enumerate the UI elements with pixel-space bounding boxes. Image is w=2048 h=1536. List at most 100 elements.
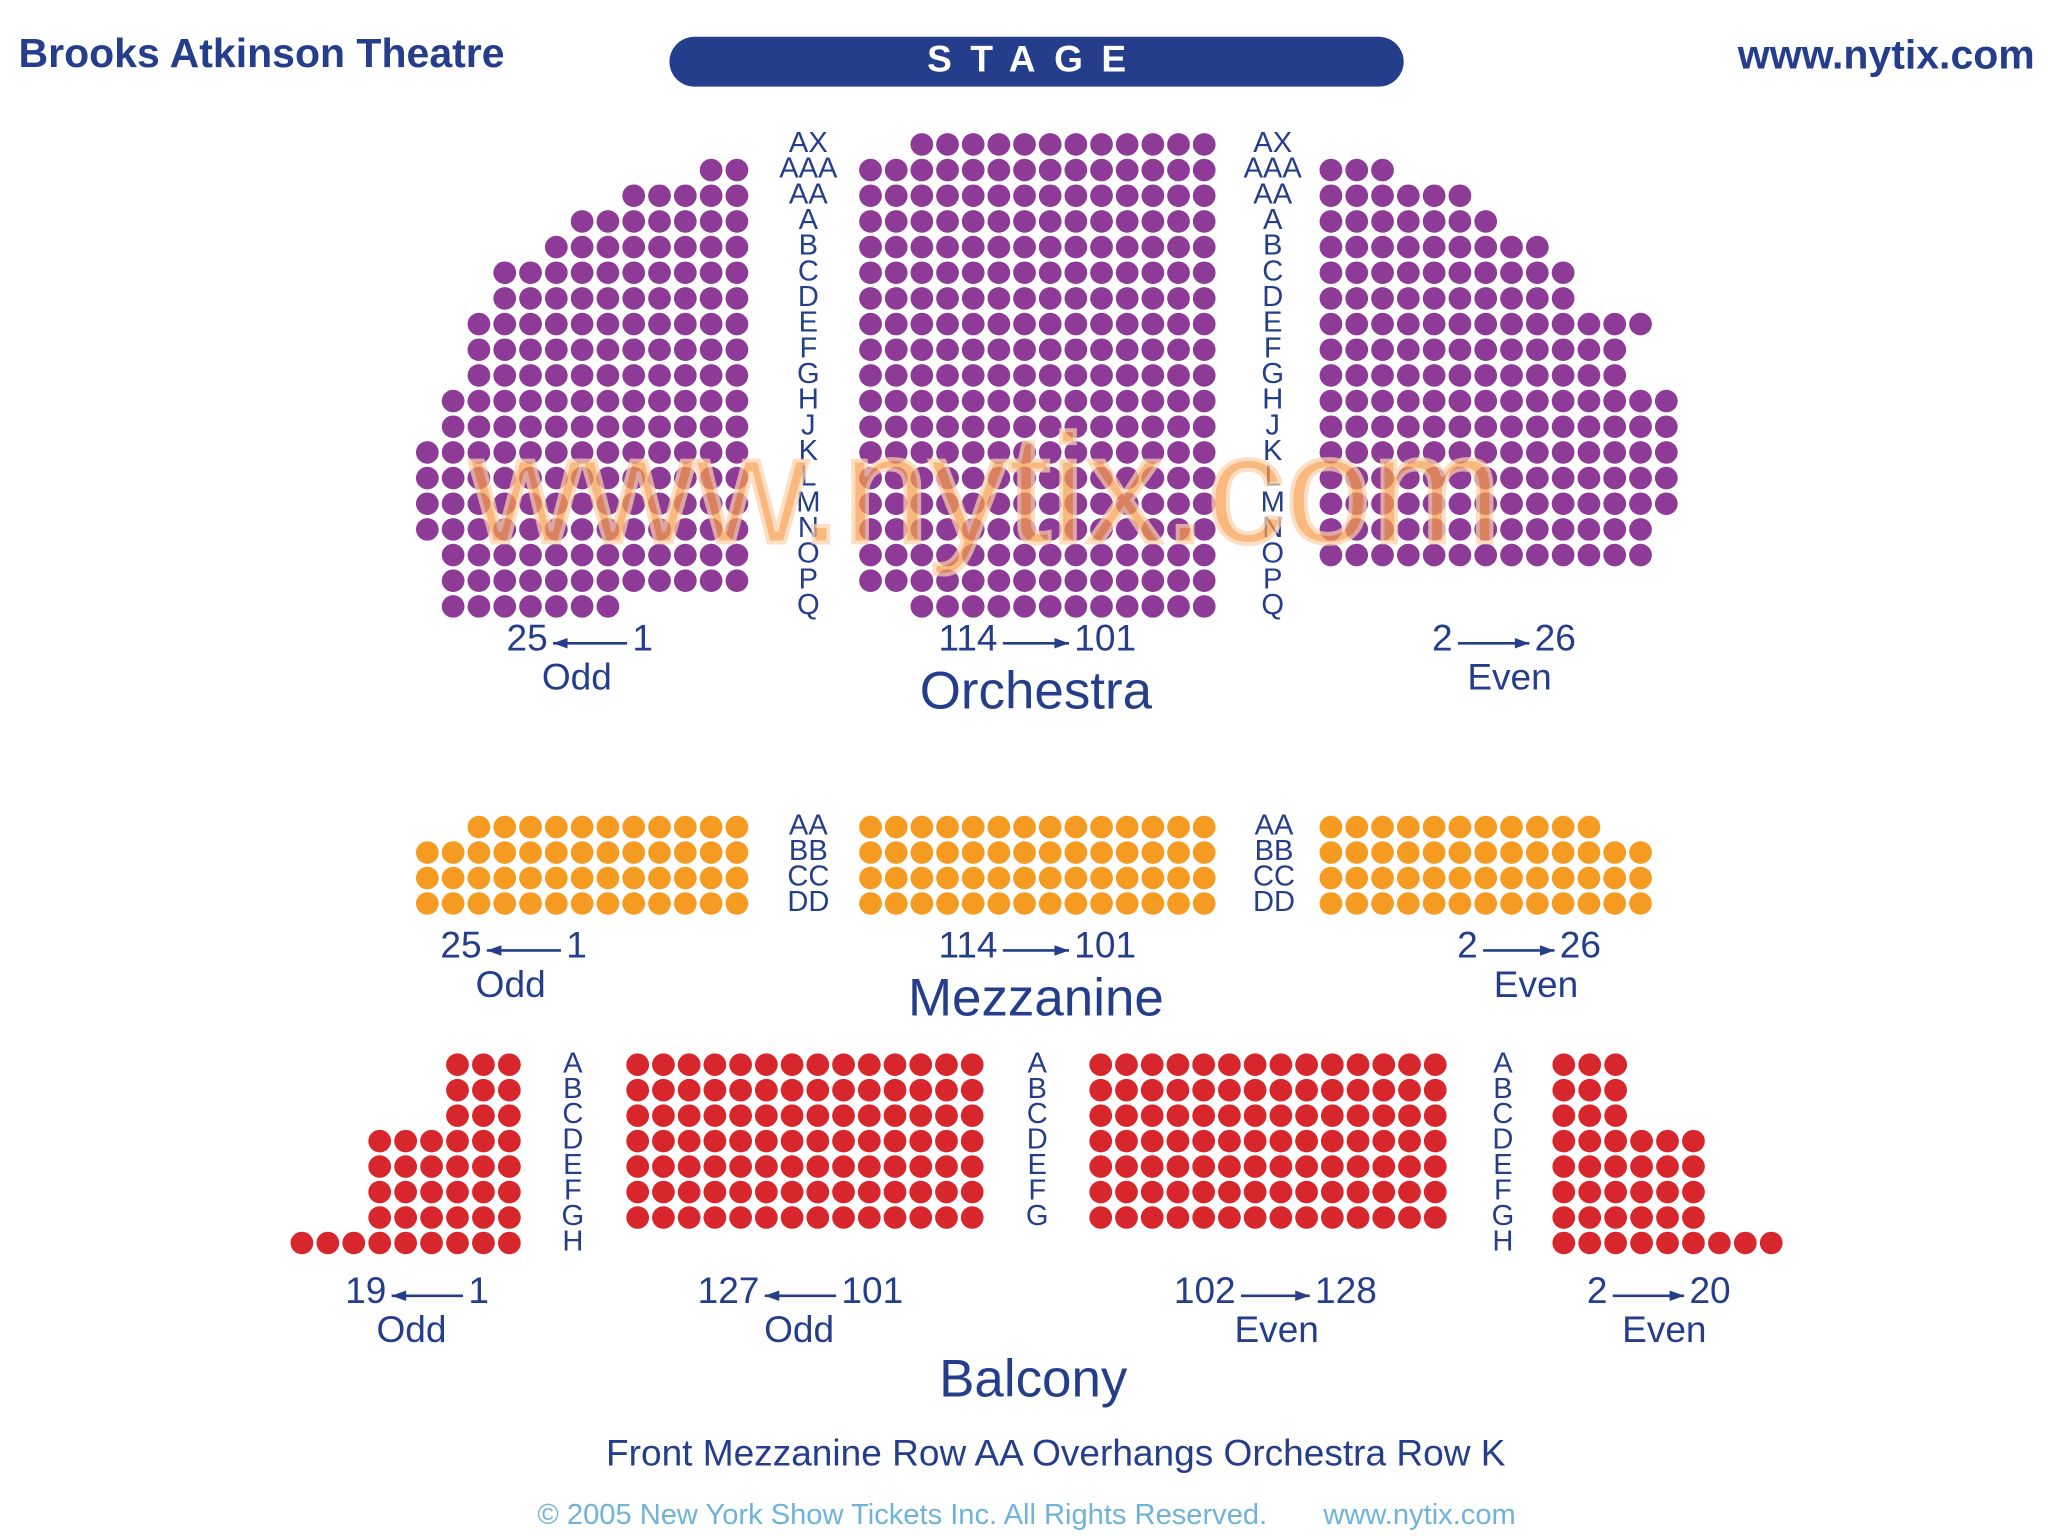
seat: [859, 415, 882, 439]
row-label: CC: [787, 861, 829, 893]
seat: [1525, 815, 1549, 839]
seat: [1656, 1206, 1679, 1229]
seat: [910, 184, 934, 208]
seat: [1013, 518, 1036, 541]
seat: [626, 1180, 650, 1204]
seat: [648, 261, 671, 285]
seat: [622, 492, 646, 516]
seat: [1552, 1180, 1576, 1204]
seat: [703, 1180, 727, 1204]
seat: [519, 892, 542, 915]
seat: [1115, 235, 1139, 259]
seat: [1448, 184, 1472, 208]
seat: [1192, 158, 1216, 182]
seat: [961, 841, 985, 864]
seat: [1371, 492, 1394, 516]
row-label: K: [1263, 435, 1282, 467]
seat: [1372, 1129, 1396, 1153]
seat: [673, 287, 697, 310]
row-label: D: [562, 1124, 583, 1156]
seat: [729, 1104, 752, 1127]
seat: [673, 364, 697, 387]
seat: [1551, 492, 1575, 516]
seat: [1345, 210, 1369, 233]
seat: [936, 389, 959, 413]
seat: [1448, 543, 1472, 567]
seat: [493, 815, 517, 839]
seat: [1396, 364, 1420, 387]
seat: [1115, 595, 1139, 618]
seat: [1013, 441, 1036, 464]
seat: [936, 866, 959, 890]
seat: [493, 338, 517, 362]
seat: [648, 543, 671, 567]
range-end: 1: [468, 1270, 489, 1311]
seat: [519, 312, 542, 336]
seat: [1319, 210, 1343, 233]
seat: [420, 1231, 443, 1255]
seat: [1552, 1231, 1576, 1255]
row-label: AX: [789, 127, 828, 159]
seat: [441, 518, 465, 541]
seat: [859, 261, 882, 285]
seat: [467, 595, 491, 618]
seat: [936, 441, 959, 464]
seat: [1422, 261, 1446, 285]
seat: [472, 1206, 495, 1229]
seat: [441, 389, 465, 413]
row-label: J: [801, 409, 816, 441]
seat: [1372, 1206, 1396, 1229]
seat: [368, 1129, 392, 1153]
seat: [368, 1180, 392, 1204]
row-label: H: [1492, 1226, 1513, 1258]
seat: [570, 569, 594, 593]
seat: [415, 866, 439, 890]
seat: [961, 892, 985, 915]
seat: [961, 312, 985, 336]
seat: [342, 1231, 366, 1255]
seat: [1346, 1155, 1370, 1178]
seat: [699, 518, 723, 541]
row-label: M: [1261, 486, 1285, 518]
seat: [729, 1129, 752, 1153]
seat: [544, 466, 568, 490]
row-label: B: [563, 1073, 582, 1105]
seat: [626, 1155, 650, 1178]
seat: [493, 492, 517, 516]
seat: [987, 815, 1011, 839]
seat: [910, 569, 934, 593]
seat: [570, 441, 594, 464]
seat: [446, 1180, 469, 1204]
seat: [1474, 235, 1498, 259]
seat: [1345, 543, 1369, 567]
seat: [987, 210, 1011, 233]
range-end: 1: [566, 925, 587, 966]
seat: [1551, 415, 1575, 439]
seat: [725, 569, 749, 593]
seat: [1064, 389, 1088, 413]
seat: [699, 184, 723, 208]
seat: [1090, 261, 1113, 285]
range-start: 2: [1587, 1270, 1608, 1311]
seat: [961, 569, 985, 593]
seat: [725, 841, 749, 864]
seat: [497, 1078, 521, 1102]
seat: [1038, 866, 1062, 890]
seat: [725, 184, 749, 208]
seat: [859, 866, 882, 890]
seat: [884, 261, 908, 285]
seat: [368, 1155, 392, 1178]
seat: [1320, 1104, 1344, 1127]
seat: [1141, 287, 1165, 310]
seat: [1038, 261, 1062, 285]
seat: [1115, 466, 1139, 490]
seat: [1192, 364, 1216, 387]
seat: [1474, 441, 1498, 464]
seat: [1423, 1104, 1447, 1127]
seat: [1038, 466, 1062, 490]
seat: [1396, 261, 1420, 285]
seat: [1192, 235, 1216, 259]
seat: [1115, 287, 1139, 310]
seat: [725, 210, 749, 233]
seat: [1115, 415, 1139, 439]
